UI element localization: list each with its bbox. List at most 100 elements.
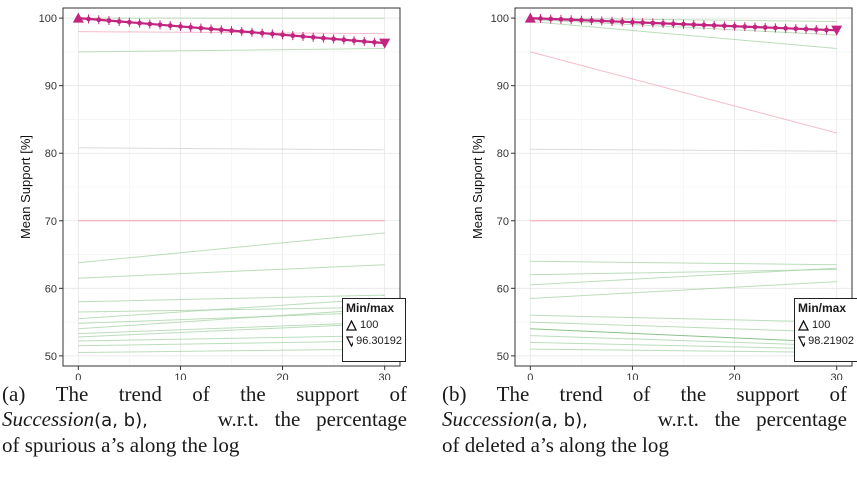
y-tick-label: 90 — [45, 81, 57, 93]
highlight-point — [630, 19, 635, 25]
legend-entry: 100 — [798, 319, 854, 331]
highlight-point — [793, 26, 799, 32]
background-series-line — [530, 268, 837, 276]
highlight-point — [86, 16, 91, 22]
background-series-line — [78, 48, 385, 53]
highlight-point — [331, 36, 337, 42]
background-series-line — [530, 335, 837, 347]
caption-a-word: support — [296, 382, 360, 406]
highlight-point — [300, 34, 306, 39]
highlight-point — [178, 24, 183, 29]
y-tick-label: 70 — [497, 216, 509, 228]
background-series-line — [78, 322, 385, 338]
x-tick-label: 20 — [276, 372, 288, 380]
background-series-line — [78, 264, 385, 279]
background-series-line — [530, 321, 837, 333]
caption-b-word: the — [680, 382, 707, 406]
highlight-point — [147, 21, 153, 27]
highlight-point — [619, 19, 625, 25]
background-series-line — [530, 341, 837, 350]
caption-a-args: (a, b), — [94, 410, 148, 431]
legend-entry-label: 100 — [360, 319, 379, 331]
highlight-point — [599, 18, 605, 24]
y-tick-label: 60 — [497, 283, 509, 295]
caption-a: (a) The trend of the support of Successi… — [2, 382, 407, 458]
highlight-point — [538, 16, 543, 21]
highlight-point — [813, 27, 819, 32]
caption-a-label: (a) — [2, 382, 26, 406]
x-tick-label: 0 — [527, 372, 533, 380]
min-marker — [831, 25, 843, 36]
triangle-up-icon — [798, 319, 809, 331]
highlight-point — [803, 26, 809, 32]
caption-b-word: trend — [559, 382, 603, 406]
legend-entry: 98.21902 — [798, 335, 854, 347]
highlight-point — [351, 38, 357, 44]
max-marker — [524, 12, 536, 23]
background-series-line — [530, 148, 837, 152]
caption-b-line2: Succession(a, b), w.r.t. the percentage — [442, 407, 847, 433]
highlight-point — [290, 33, 296, 39]
y-axis-label: Mean Support [%] — [470, 135, 485, 239]
caption-a-word: of — [192, 382, 210, 406]
background-series-line — [78, 306, 385, 313]
highlight-point — [280, 32, 285, 38]
highlight-point — [609, 18, 615, 24]
highlight-point — [670, 21, 676, 27]
y-tick-label: 70 — [45, 216, 57, 228]
max-marker — [72, 12, 84, 23]
caption-a-word: The — [55, 382, 89, 406]
background-series-line — [78, 294, 385, 303]
y-tick-label: 100 — [39, 13, 57, 25]
highlight-point — [310, 34, 316, 40]
highlight-point — [96, 17, 102, 23]
background-series-line — [78, 298, 385, 320]
highlight-point — [650, 20, 656, 26]
y-tick-label: 50 — [45, 351, 57, 363]
caption-b-word: of — [632, 382, 651, 406]
caption-b-word: support — [736, 382, 800, 406]
highlight-point — [762, 25, 768, 30]
x-tick-label: 20 — [728, 372, 740, 380]
highlight-point — [640, 20, 646, 25]
legend-entry: 100 — [346, 319, 402, 331]
background-series-line — [78, 311, 385, 324]
background-series-line — [78, 340, 385, 347]
highlight-point — [691, 22, 697, 28]
highlight-point — [157, 22, 163, 28]
highlight-point — [558, 16, 564, 22]
background-series-line — [530, 267, 837, 286]
highlight-point — [701, 22, 707, 28]
highlight-point — [229, 28, 234, 34]
highlight-point — [259, 30, 265, 36]
highlight-point — [568, 17, 574, 23]
highlight-point — [742, 24, 748, 30]
triangle-down-icon — [798, 335, 806, 347]
highlight-point — [116, 19, 122, 24]
min-marker — [379, 38, 391, 49]
chart-svg: 01020305060708090100Error percentage [%]… — [470, 7, 853, 380]
highlight-point — [321, 35, 326, 41]
caption-a-line2: Succession(a, b), w.r.t. the percentage — [2, 407, 407, 433]
legend: Min/max 100 96.30192 — [342, 298, 406, 362]
chart-panel-b: 01020305060708090100Error percentage [%]… — [452, 0, 857, 380]
caption-b-line1: (b) The trend of the support of — [442, 382, 847, 407]
highlight-point — [341, 37, 347, 43]
y-tick-label: 80 — [497, 148, 509, 160]
plot-border — [62, 7, 401, 367]
caption-a-word: of — [389, 382, 407, 406]
background-series-line — [530, 328, 837, 343]
highlight-point — [660, 21, 666, 26]
background-series-line — [78, 348, 385, 353]
highlight-point — [711, 23, 717, 28]
chart-panel-a: 01020305060708090100Error percentage [%]… — [0, 0, 428, 380]
y-tick-label: 100 — [491, 13, 509, 25]
highlight-point — [198, 25, 204, 31]
legend-entry-label: 96.30192 — [356, 335, 402, 347]
background-series-line — [530, 260, 837, 266]
highlight-point — [249, 29, 255, 35]
caption-b-word: The — [496, 382, 530, 406]
background-series-line — [78, 232, 385, 264]
caption-a-line3: of spurious a’s along the log — [2, 433, 240, 457]
caption-a-line1: (a) The trend of the support of — [2, 382, 407, 407]
